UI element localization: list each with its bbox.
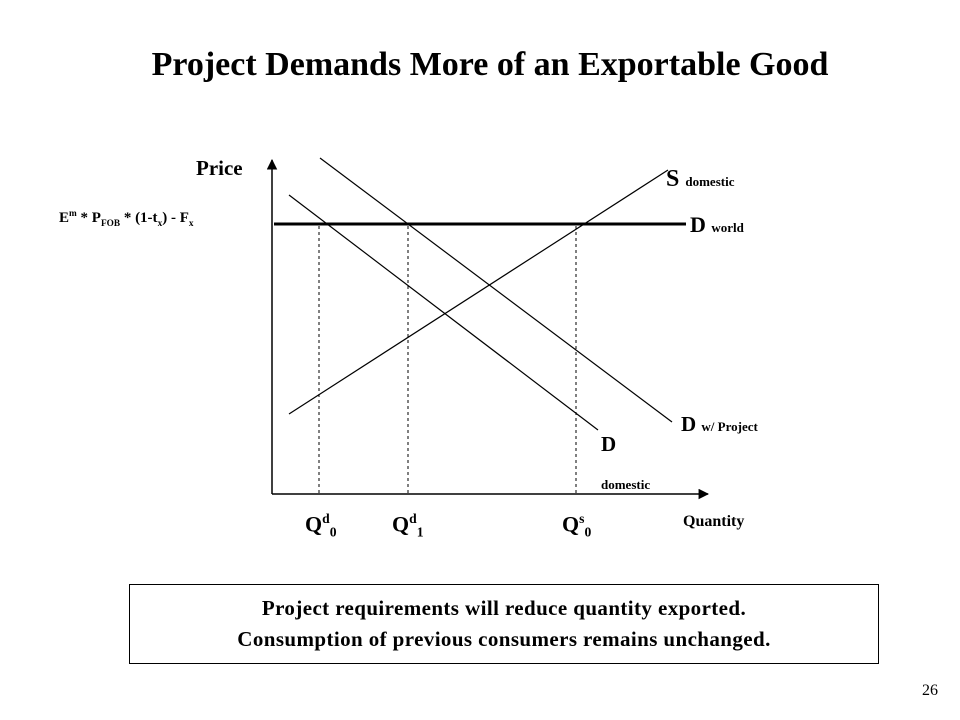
note-line-1: Project requirements will reduce quantit… (261, 595, 747, 620)
qd1-label: Qd1 (392, 511, 424, 540)
note-box: Project requirements will reduce quantit… (129, 584, 879, 664)
d-domestic-line (288, 194, 599, 431)
quantity-axis-label: Quantity (683, 513, 745, 530)
price-axis-label: Price (196, 156, 243, 180)
d-project-label: D w/ Project (681, 412, 758, 436)
page-number: 26 (922, 682, 938, 699)
d-domestic-label: D (601, 432, 617, 456)
s-domestic-line (288, 169, 669, 415)
world-price-formula: Em * PFOB * (1-tx) - Fx (59, 209, 194, 229)
s-domestic-label: S domestic (666, 166, 735, 192)
d-project-line (319, 157, 673, 423)
note-line-2: Consumption of previous consumers remain… (237, 627, 771, 651)
qd0-label: Qd0 (305, 511, 337, 540)
qs0-label: Qs0 (562, 511, 592, 540)
slide-title: Project Demands More of an Exportable Go… (151, 46, 829, 83)
d-domestic-sublabel: domestic (601, 477, 651, 492)
d-world-label: D world (690, 212, 744, 237)
